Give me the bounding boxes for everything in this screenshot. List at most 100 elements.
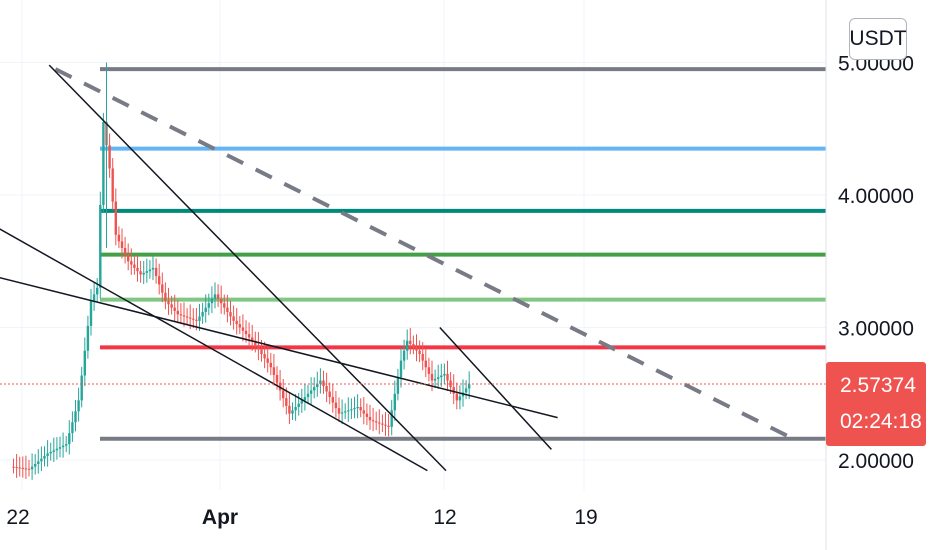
candle-body (40, 458, 43, 462)
candle-body (402, 350, 406, 361)
candle-body (89, 301, 93, 326)
time-axis[interactable]: 22 Apr 12 19 (6, 506, 597, 529)
candle-body (167, 301, 170, 305)
candle-body (213, 294, 217, 299)
price-tick-label: 4.00000 (838, 185, 914, 208)
bar-countdown: 02:24:18 (840, 410, 922, 433)
currency-label[interactable]: USDT (849, 18, 907, 60)
candle-body (164, 292, 167, 301)
chart-grid (0, 0, 826, 490)
candle-body (340, 412, 344, 414)
candle-body (260, 349, 263, 354)
candle-body (390, 410, 393, 427)
candle-body (235, 320, 238, 325)
candle-body (229, 312, 232, 317)
candle-body (297, 403, 300, 407)
candle-body (21, 467, 24, 469)
candle-body (406, 340, 409, 351)
candle-body (356, 407, 359, 409)
candle-body (120, 241, 124, 248)
candle-body (344, 411, 347, 413)
candle-body (263, 354, 266, 359)
candle-body (300, 400, 303, 404)
candle-body (313, 387, 316, 391)
candle-body (18, 467, 21, 469)
candle-body (433, 378, 437, 381)
candle-body (24, 468, 28, 470)
candle-body (201, 312, 204, 317)
price-candles (12, 62, 471, 480)
candle-body (464, 388, 468, 393)
candle-body (409, 340, 412, 345)
candle-body (123, 248, 127, 255)
candle-body (198, 316, 201, 321)
candle-body (393, 393, 396, 411)
candle-body (145, 271, 148, 273)
candle-body (58, 447, 62, 449)
candle-body (418, 350, 421, 354)
trendline-3 (439, 326, 552, 450)
candle-body (158, 276, 161, 285)
candle-body (412, 344, 415, 348)
candle-body (210, 298, 214, 304)
candle-body (319, 380, 322, 384)
candle-body (446, 373, 449, 381)
candle-body (316, 383, 319, 388)
candle-body (266, 358, 269, 363)
candle-body (182, 315, 186, 317)
candle-body (362, 410, 365, 414)
candle-body (337, 408, 341, 414)
candle-body (427, 367, 431, 374)
candle-body (223, 303, 226, 308)
candle-body (99, 204, 102, 288)
candle-body (130, 261, 133, 265)
candle-body (251, 337, 254, 341)
candle-body (368, 416, 372, 421)
candle-body (15, 467, 18, 469)
candle-body (285, 398, 288, 406)
candle-body (378, 422, 381, 424)
candle-body (65, 444, 68, 446)
candle-body (322, 380, 325, 387)
candle-body (117, 234, 121, 242)
candle-body (173, 307, 176, 311)
candle-body (257, 345, 260, 350)
candle-body (49, 451, 52, 454)
horizontal-levels (100, 67, 826, 441)
candle-body (254, 340, 257, 346)
candle-body (80, 375, 83, 401)
candle-body (111, 168, 114, 202)
candle-body (27, 468, 31, 470)
candle-body (269, 362, 272, 368)
candle-body (241, 327, 245, 331)
candle-body (52, 450, 55, 452)
candle-body (148, 269, 152, 272)
candle-body (207, 303, 210, 308)
candle-body (185, 316, 189, 318)
candle-body (154, 267, 158, 277)
candle-body (96, 287, 99, 295)
candle-body (86, 325, 90, 351)
candle-body (179, 314, 183, 316)
candle-body (291, 410, 294, 414)
candle-body (421, 354, 424, 361)
candle-body (139, 271, 142, 275)
candle-body (46, 453, 49, 457)
candle-body (309, 390, 313, 394)
candle-body (282, 390, 285, 399)
candle-body (244, 330, 248, 335)
candle-body (424, 360, 427, 368)
candle-body (114, 201, 117, 235)
trendlines (0, 64, 795, 472)
candle-body (359, 407, 362, 411)
candle-body (71, 422, 74, 434)
candle-body (458, 396, 462, 401)
candle-body (74, 411, 77, 423)
candle-body (102, 122, 105, 205)
candle-body (347, 410, 350, 412)
time-tick-label: 22 (6, 506, 29, 529)
candle-body (387, 425, 390, 427)
candle-body (306, 393, 310, 398)
candle-body (350, 409, 353, 411)
